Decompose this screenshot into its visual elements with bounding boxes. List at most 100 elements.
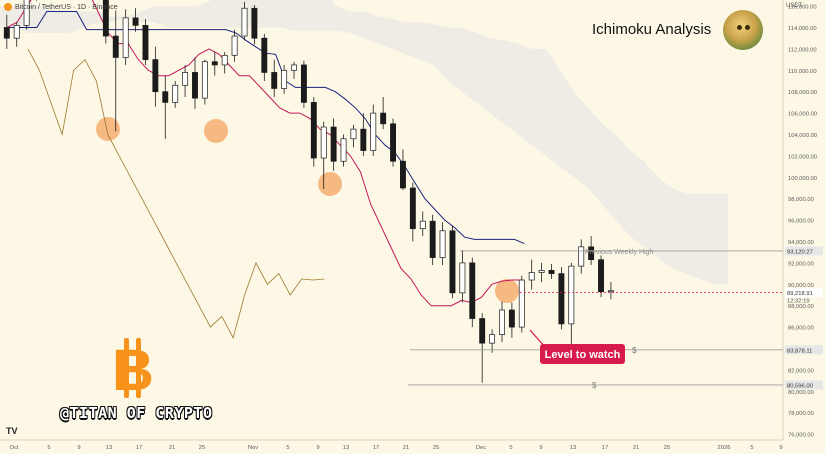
candle xyxy=(439,222,446,266)
current-price-label: 89,218.91 xyxy=(787,291,813,297)
candle-body xyxy=(320,126,327,159)
candle xyxy=(291,61,297,79)
price-tick-label: 76,000.00 xyxy=(788,433,814,439)
candle-body xyxy=(13,25,20,39)
price-tick-label: 92,000.00 xyxy=(788,261,814,267)
dollar-label: $ xyxy=(632,346,637,355)
candle-body xyxy=(578,246,585,267)
candle-body xyxy=(499,309,505,335)
time-tick-label: 25 xyxy=(664,445,670,451)
time-tick-label: 17 xyxy=(373,445,379,451)
tradingview-logo[interactable]: TV xyxy=(6,426,18,436)
candle-body xyxy=(429,220,436,258)
currency-unit[interactable]: USDT xyxy=(786,3,803,9)
time-tick-label: 9 xyxy=(539,445,542,451)
candle-body xyxy=(469,262,476,319)
candle-body xyxy=(271,72,278,89)
candle xyxy=(172,81,179,108)
candle xyxy=(548,263,555,279)
candle xyxy=(320,121,327,190)
price-tick-label: 90,000.00 xyxy=(788,283,814,289)
watermark-handle: @TITAN OF CRYPTO xyxy=(60,404,213,422)
candle xyxy=(241,1,248,41)
candle xyxy=(528,259,535,290)
candle-body xyxy=(192,72,198,99)
candle xyxy=(360,113,367,156)
candle-body xyxy=(221,54,228,66)
candle-body xyxy=(231,35,238,56)
time-tick-label: 13 xyxy=(343,445,349,451)
candle xyxy=(538,262,545,283)
price-tick-label: 80,000.00 xyxy=(788,390,814,396)
candle-body xyxy=(340,138,347,162)
candle xyxy=(508,302,515,338)
candle xyxy=(370,104,377,156)
candle-body xyxy=(102,0,109,37)
candle xyxy=(102,0,109,44)
candle-body xyxy=(370,112,377,151)
candle-body xyxy=(390,123,396,162)
time-tick-label: 5 xyxy=(509,445,512,451)
previous-weekly-high-price-label-bg xyxy=(785,246,823,256)
candle xyxy=(489,329,496,353)
candle xyxy=(261,33,268,81)
candle-body xyxy=(330,126,337,162)
candle-body xyxy=(162,91,169,103)
candle-countdown-label: 12:32:19 xyxy=(787,299,810,305)
price-tick-label: 96,000.00 xyxy=(788,219,814,225)
time-tick-label: 25 xyxy=(433,445,439,451)
candle-body xyxy=(568,265,575,325)
candle-body xyxy=(132,17,139,26)
highlight-circle xyxy=(318,172,342,196)
candle xyxy=(390,118,396,167)
candle xyxy=(3,14,10,49)
candle xyxy=(409,182,416,242)
time-tick-label: 13 xyxy=(570,445,576,451)
candle xyxy=(310,97,317,167)
candle xyxy=(23,0,30,30)
symbol-label: Bitcoin / TetherUS · 1D · Binance xyxy=(15,3,118,11)
time-tick-label: Nov xyxy=(248,445,258,451)
time-tick-label: 21 xyxy=(633,445,639,451)
candle xyxy=(300,60,307,108)
candle-body xyxy=(459,262,466,294)
time-tick-label: 5 xyxy=(286,445,289,451)
callout-box xyxy=(540,344,625,364)
chikou-span-line xyxy=(27,48,325,339)
candle-body xyxy=(142,25,149,60)
previous-weekly-high-price-label: 93,120.27 xyxy=(787,249,813,255)
price-tick-label: 106,000.00 xyxy=(788,112,817,118)
candle-body xyxy=(508,309,515,328)
candle-body xyxy=(122,17,129,58)
candle-body xyxy=(548,270,555,274)
candle xyxy=(350,124,357,148)
candle xyxy=(568,262,575,349)
candle-body xyxy=(23,0,30,26)
level-price-label: 83,878.11 xyxy=(787,348,812,354)
candle xyxy=(499,301,505,343)
candle-body xyxy=(419,220,426,230)
candle-body xyxy=(211,61,218,66)
level-to-watch-label: Level to watch xyxy=(545,349,621,361)
candle-body xyxy=(528,272,535,281)
candle xyxy=(558,267,565,330)
price-tick-label: 110,000.00 xyxy=(788,69,817,75)
candle-body xyxy=(241,7,248,37)
candle-body xyxy=(409,187,416,230)
time-tick-label: 9 xyxy=(779,445,782,451)
candle-body xyxy=(112,35,119,58)
previous-weekly-high-label: Previous Weekly High xyxy=(585,249,653,256)
candle-body xyxy=(3,27,10,39)
candle xyxy=(469,257,476,328)
candle xyxy=(211,52,218,76)
dollar-label: $ xyxy=(592,381,597,390)
time-tick-label: Dec xyxy=(476,445,486,451)
candle-body xyxy=(201,61,208,99)
candle-body xyxy=(449,230,456,294)
candle-body xyxy=(479,318,486,344)
candle-body xyxy=(400,160,406,189)
symbol-header[interactable]: Bitcoin / TetherUS · 1D · Binance xyxy=(4,3,118,11)
price-tick-label: 82,000.00 xyxy=(788,368,814,374)
candle-body xyxy=(350,128,357,140)
